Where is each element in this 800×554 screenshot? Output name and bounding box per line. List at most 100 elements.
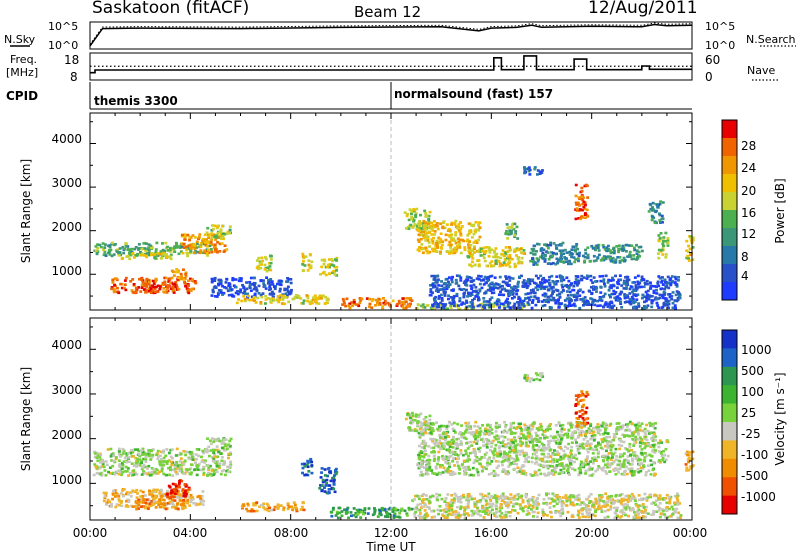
heatmap-cell [201,449,205,453]
heatmap-cell [163,252,167,256]
heatmap-cell [490,460,494,463]
heatmap-cell [259,261,263,264]
heatmap-cell [261,292,265,295]
heatmap-cell [332,482,336,486]
heatmap-cell [267,297,270,300]
heatmap-cell [580,274,584,278]
heatmap-cell [520,256,524,260]
heatmap-cell [388,506,392,510]
heatmap-cell [541,293,545,297]
heatmap-cell [667,286,671,290]
heatmap-cell [465,288,468,292]
heatmap-cell [459,238,463,242]
heatmap-cell [522,282,526,285]
heatmap-cell [626,296,630,299]
heatmap-cell [452,435,455,439]
heatmap-cell [432,446,436,450]
heatmap-cell [453,246,457,250]
heatmap-cell [510,438,514,442]
heatmap-cell [600,424,604,428]
heatmap-cell [157,455,160,458]
heatmap-cell [567,442,571,446]
heatmap-cell [424,215,428,218]
heatmap-cell [93,463,97,466]
heatmap-cell [177,276,181,280]
heatmap-cell [639,469,643,473]
heatmap-cell [480,465,484,468]
heatmap-cell [634,294,638,298]
heatmap-cell [437,241,441,245]
heatmap-cell [653,221,657,224]
heatmap-cell [614,298,618,302]
heatmap-cell [527,281,531,284]
heatmap-cell [594,469,598,473]
heatmap-cell [470,287,474,291]
heatmap-cell [465,275,469,279]
heatmap-cell [531,249,535,253]
heatmap-cell [536,169,540,172]
heatmap-cell [205,450,209,454]
heatmap-cell [511,277,515,280]
heatmap-cell [175,241,178,245]
heatmap-cell [629,298,633,301]
heatmap-cell [545,460,549,463]
heatmap-cell [635,287,639,291]
heatmap-cell [148,499,152,503]
heatmap-cell [142,288,146,291]
heatmap-cell [433,225,437,229]
heatmap-cell [293,503,297,507]
heatmap-cell [601,244,605,247]
heatmap-cell [102,465,106,469]
heatmap-cell [125,499,129,503]
heatmap-cell [109,248,113,252]
heatmap-cell [670,297,674,301]
heatmap-cell [617,282,621,286]
heatmap-cell [552,242,556,245]
heatmap-cell [443,439,447,442]
heatmap-cell [472,297,476,301]
heatmap-cell [175,283,179,287]
heatmap-cell [145,255,149,259]
heatmap-cell [593,303,597,307]
heatmap-cell [422,460,426,463]
heatmap-cell [199,468,203,472]
heatmap-cell [476,435,480,439]
heatmap-cell [535,438,539,442]
heatmap-cell [563,455,567,458]
heatmap-cell [660,281,664,284]
heatmap-cell [501,302,505,306]
heatmap-cell [152,282,156,286]
heatmap-cell [600,258,604,261]
heatmap-cell [428,231,432,234]
heatmap-cell [142,457,146,461]
heatmap-cell [303,473,307,477]
noise-left-tick-bottom: 10^0 [48,39,78,52]
heatmap-cell [173,499,177,502]
heatmap-cell [309,266,313,270]
heatmap-cell [223,460,226,463]
heatmap-cell [185,251,189,255]
heatmap-cell [489,445,493,448]
heatmap-cell [189,493,193,497]
heatmap-cell [519,467,523,471]
heatmap-cell [128,257,132,261]
heatmap-cell [422,226,426,230]
heatmap-cell [572,295,576,299]
heatmap-cell [154,472,158,476]
heatmap-cell [162,287,166,290]
heatmap-cell [341,303,345,306]
heatmap-cell [574,183,578,187]
heatmap-cell [335,266,339,269]
heatmap-cell [264,256,267,259]
heatmap-cell [590,244,594,248]
heatmap-cell [194,461,198,464]
heatmap-cell [482,431,486,435]
heatmap-cell [152,500,156,503]
heatmap-cell [161,462,165,465]
heatmap-cell [574,245,578,248]
heatmap-cell [176,453,180,457]
heatmap-cell [192,280,196,283]
heatmap-cell [100,459,104,462]
heatmap-cell [605,436,609,439]
heatmap-cell [673,281,677,284]
